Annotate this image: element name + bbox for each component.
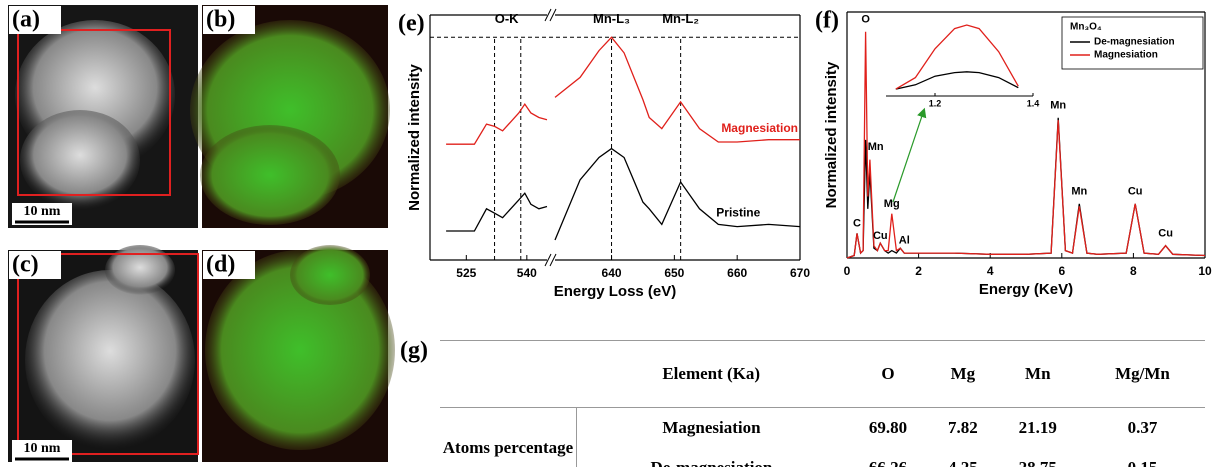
annotation: O-K (495, 11, 519, 26)
annotation: Mn (868, 141, 884, 153)
table-header: Mg/Mn (1080, 341, 1205, 408)
legend-label: De-magnesiation (1094, 37, 1175, 48)
series-line (446, 193, 547, 231)
cell: Magnesiation (577, 408, 846, 449)
x-tick-label: 640 (602, 266, 622, 280)
cell: 0.15 (1080, 448, 1205, 467)
cell: 0.37 (1080, 408, 1205, 449)
scale-bar-label: 10 nm (24, 204, 61, 219)
inset-tick-label: 1.2 (929, 98, 942, 108)
annotation: Al (899, 235, 910, 247)
x-tick-label: 660 (727, 266, 747, 280)
cell: 69.80 (846, 408, 930, 449)
annotation: Cu (873, 230, 888, 242)
table-header: O (846, 341, 930, 408)
row-group: Atoms percentage (440, 408, 577, 467)
x-tick-label: 540 (517, 266, 537, 280)
panel-label: (b) (206, 7, 235, 33)
legend-label: Magnesiation (1094, 50, 1158, 61)
particle (25, 270, 195, 450)
series-label: Pristine (716, 205, 760, 219)
data-table: Element (Ka) O Mg Mn Mg/Mn Atoms percent… (440, 340, 1205, 467)
panel-label: (e) (398, 11, 425, 37)
cell: 21.19 (996, 408, 1080, 449)
inset-arrow (893, 110, 924, 202)
table-header: Element (Ka) (577, 341, 846, 408)
x-tick-label: 525 (456, 266, 476, 280)
table-header: Mn (996, 341, 1080, 408)
x-tick-label: 670 (790, 266, 810, 280)
annotation: Cu (1128, 185, 1143, 197)
annotation: O (861, 13, 870, 25)
table-header (440, 341, 577, 408)
particle (105, 245, 175, 295)
figure: (a) 10 nm (b) (c) 10 nm (d) (g) 52554064… (0, 0, 1213, 467)
annotation: C (853, 217, 861, 229)
y-axis-label: Normalized intensity (823, 61, 840, 208)
panel-label: (f) (815, 8, 839, 34)
legend-title: Mn₃O₄ (1070, 22, 1102, 33)
mapping (290, 245, 370, 305)
series-line (896, 25, 1019, 89)
cell: 28.75 (996, 448, 1080, 467)
x-axis-label: Energy Loss (eV) (554, 283, 677, 300)
x-tick-label: 10 (1198, 264, 1212, 278)
x-axis-label: Energy (KeV) (979, 281, 1073, 298)
series-line (446, 104, 547, 144)
annotation: Mn (1071, 185, 1087, 197)
annotation: Mn-L₃ (593, 11, 630, 26)
annotation: Cu (1158, 227, 1173, 239)
panel-label: (a) (12, 7, 40, 33)
x-tick-label: 4 (987, 264, 994, 278)
mapping (200, 125, 340, 225)
panel-label: (g) (400, 338, 428, 364)
y-axis-label: Normalized intensity (406, 63, 423, 210)
x-tick-label: 0 (844, 264, 851, 278)
x-tick-label: 650 (664, 266, 684, 280)
annotation: Mn-L₂ (662, 11, 699, 26)
cell: 7.82 (930, 408, 996, 449)
series-line (555, 149, 800, 240)
x-tick-label: 8 (1130, 264, 1137, 278)
series-label: Magnesiation (721, 121, 798, 135)
table-header: Mg (930, 341, 996, 408)
x-tick-label: 6 (1058, 264, 1065, 278)
annotation: Mn (1050, 99, 1066, 111)
inset-tick-label: 1.4 (1027, 98, 1040, 108)
cell: 4.25 (930, 448, 996, 467)
series-line (896, 72, 1019, 89)
annotation: Mg (884, 198, 900, 210)
panel-label: (d) (206, 252, 235, 278)
scale-bar-label: 10 nm (24, 441, 61, 456)
panel-label: (c) (12, 252, 39, 278)
cell: De-magnesiation (577, 448, 846, 467)
x-tick-label: 2 (915, 264, 922, 278)
cell: 66.26 (846, 448, 930, 467)
